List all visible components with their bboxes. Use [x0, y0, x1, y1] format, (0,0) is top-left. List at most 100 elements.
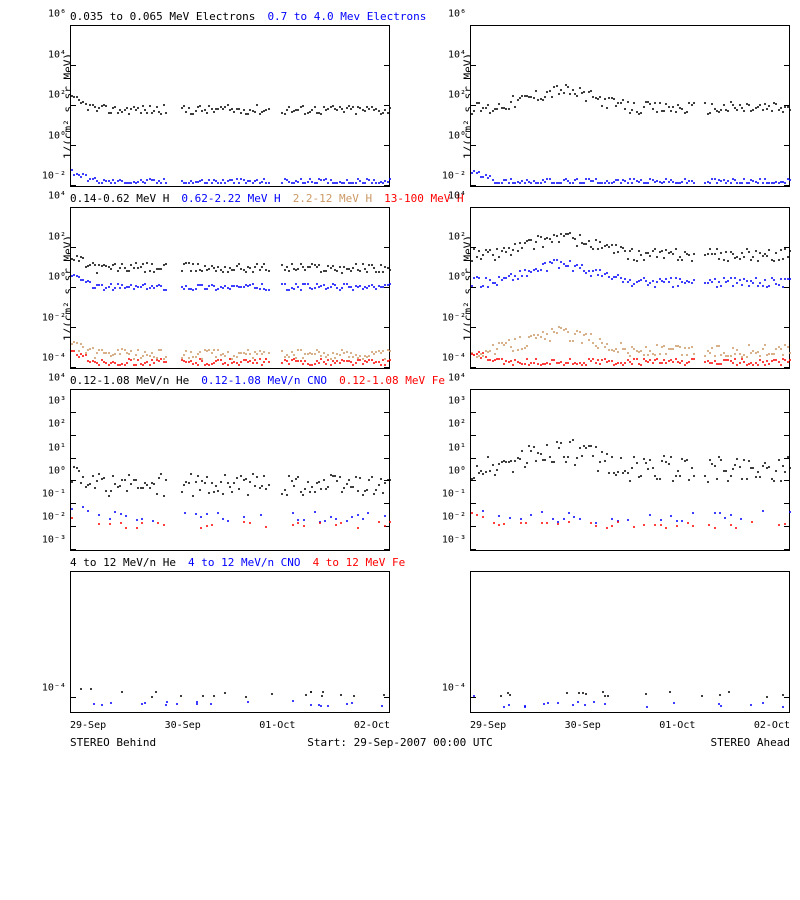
data-point [775, 470, 777, 472]
data-point [146, 361, 148, 363]
data-point [663, 110, 665, 112]
data-point [546, 91, 548, 93]
series-title: 4 to 12 MeV Fe [313, 556, 406, 569]
data-point [572, 340, 574, 342]
data-point [156, 493, 158, 495]
data-point [622, 281, 624, 283]
data-point [723, 277, 725, 279]
data-point [611, 518, 613, 520]
data-point [163, 178, 165, 180]
data-point [524, 347, 526, 349]
data-point [514, 182, 516, 184]
data-point [501, 250, 503, 252]
data-point [620, 182, 622, 184]
data-point [478, 171, 480, 173]
data-point [720, 363, 722, 365]
data-point [336, 480, 338, 482]
data-point [323, 284, 325, 286]
data-point [739, 362, 741, 364]
data-point [307, 181, 309, 183]
data-point [549, 178, 551, 180]
data-point [592, 358, 594, 360]
data-point [263, 178, 265, 180]
data-point [362, 494, 364, 496]
data-point [576, 363, 578, 365]
data-point [752, 364, 754, 366]
data-point [684, 347, 686, 349]
data-point [96, 110, 98, 112]
data-point [780, 249, 782, 251]
data-point [730, 475, 732, 477]
y-tick-label: 10⁻² [432, 511, 466, 522]
data-point [508, 247, 510, 249]
data-point [135, 262, 137, 264]
data-point [537, 270, 539, 272]
data-point [773, 260, 775, 262]
data-point [222, 271, 224, 273]
data-point [94, 106, 96, 108]
data-point [496, 469, 498, 471]
data-point [89, 348, 91, 350]
data-point [576, 178, 578, 180]
data-point [190, 270, 192, 272]
data-point [535, 241, 537, 243]
data-point [784, 471, 786, 473]
data-point [384, 482, 386, 484]
data-point [240, 475, 242, 477]
data-point [181, 107, 183, 109]
data-point [541, 522, 543, 524]
data-point [617, 351, 619, 353]
data-point [560, 327, 562, 329]
data-point [576, 95, 578, 97]
y-ticks: 10⁻²10⁰10²10⁴10⁶ [34, 25, 68, 187]
data-point [679, 278, 681, 280]
footer-center: Start: 29-Sep-2007 00:00 UTC [307, 736, 492, 749]
data-point [295, 478, 297, 480]
data-point [739, 353, 741, 355]
data-point [720, 705, 722, 707]
data-point [563, 235, 565, 237]
data-point [656, 180, 658, 182]
y-tick-label: 10² [32, 419, 66, 430]
data-point [343, 182, 345, 184]
data-point [656, 256, 658, 258]
data-point [256, 287, 258, 289]
data-point [364, 110, 366, 112]
data-point [213, 111, 215, 113]
data-point [789, 359, 791, 361]
data-point [485, 277, 487, 279]
data-point [659, 353, 661, 355]
data-point [782, 286, 784, 288]
data-point [366, 489, 368, 491]
data-point [718, 703, 720, 705]
data-point [681, 354, 683, 356]
data-point [638, 181, 640, 183]
data-point [719, 512, 721, 514]
data-point [782, 258, 784, 260]
data-point [597, 470, 599, 472]
data-point [195, 270, 197, 272]
data-point [778, 524, 780, 526]
data-point [263, 361, 265, 363]
data-point [487, 251, 489, 253]
data-point [368, 479, 370, 481]
data-point [119, 287, 121, 289]
data-point [222, 493, 224, 495]
data-point [364, 182, 366, 184]
data-point [606, 453, 608, 455]
data-point [743, 354, 745, 356]
data-point [378, 484, 380, 486]
data-point [649, 103, 651, 105]
data-point [560, 261, 562, 263]
data-point [622, 247, 624, 249]
data-point [778, 109, 780, 111]
data-point [110, 112, 112, 114]
data-point [151, 359, 153, 361]
data-point [617, 471, 619, 473]
data-point [714, 253, 716, 255]
data-point [540, 453, 542, 455]
data-point [649, 459, 651, 461]
data-point [351, 702, 353, 704]
data-point [286, 360, 288, 362]
data-point [608, 472, 610, 474]
